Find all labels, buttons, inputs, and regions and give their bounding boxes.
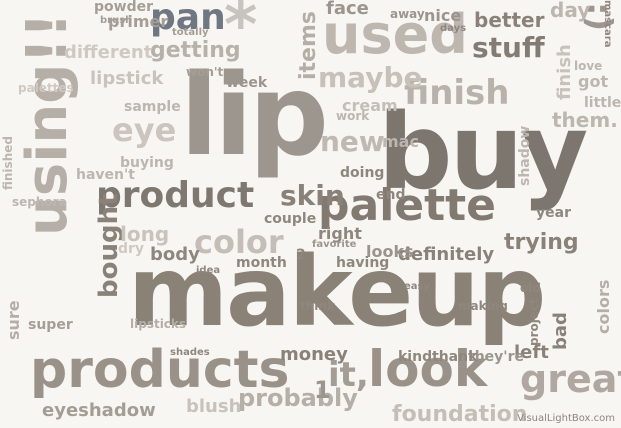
word-cream: cream (342, 96, 398, 115)
word-end: end (376, 187, 406, 203)
word-stuff: stuff (472, 31, 545, 64)
word-them: them. (552, 108, 618, 132)
word-powder: powder (94, 0, 153, 15)
word-got: got (578, 72, 609, 91)
word-project: project (527, 298, 541, 346)
word-probably: probably (238, 384, 358, 412)
word-star: * (224, 0, 258, 63)
word-great: great (520, 357, 621, 401)
word-palettes: palettes (18, 81, 74, 95)
word-making: making (458, 299, 508, 313)
word-sure: sure (4, 300, 23, 340)
word-getting: getting (150, 38, 241, 63)
word-wont: won't (186, 65, 224, 79)
word-new: new (320, 125, 385, 158)
word-eyeshadow: eyeshadow (42, 400, 156, 421)
word-little: little (584, 95, 621, 111)
word-right: right (318, 224, 362, 243)
word-shadow: shadow (517, 125, 533, 186)
word-super: super (28, 317, 73, 333)
word-kind: kind (398, 349, 433, 365)
word-long: long (120, 222, 170, 246)
word-different: different (64, 42, 153, 63)
word-work: work (336, 109, 370, 123)
word-skin: skin (280, 179, 345, 212)
word-love: love (574, 59, 603, 73)
word-finished: finished (1, 136, 15, 190)
word-away: away (390, 7, 425, 21)
word-it: it, (328, 355, 369, 395)
word-face: face (326, 0, 369, 19)
word-favorite: favorite (312, 239, 357, 250)
word-product: product (96, 175, 255, 216)
word-lipsticks: lipsticks (130, 317, 187, 331)
word-better: better (474, 8, 545, 32)
word-primer: primer (108, 12, 169, 31)
word-doing: doing (340, 165, 385, 181)
word-couple: couple (264, 211, 317, 227)
word-items: items (296, 11, 321, 80)
word-palette: palette (318, 180, 497, 231)
word-left: left (514, 342, 549, 363)
word-sample: sample (124, 99, 181, 115)
word-days: days (440, 23, 467, 34)
word-havent: haven't (76, 167, 135, 183)
word-money: money (280, 344, 348, 365)
word-mascara: mascara (602, 0, 613, 48)
word-products: products (30, 340, 290, 400)
word-week: week (226, 75, 268, 91)
word-theyre: they're (468, 349, 524, 365)
word-stuff-vertical: finish (554, 44, 575, 100)
word-lip: lip (180, 51, 329, 181)
word-one: 1 (314, 376, 331, 404)
watermark: VisualLightBox.com (517, 413, 615, 424)
word-look: look (368, 340, 488, 398)
word-bad: bad (550, 312, 571, 350)
word-buy: buy (378, 91, 588, 213)
word-two: 2 (296, 247, 306, 263)
word-foundation: foundation (392, 402, 528, 427)
word-brush: brush (100, 15, 133, 26)
word-think: think (300, 299, 335, 313)
word-having: having (336, 255, 390, 271)
word-pan: pan (150, 0, 226, 38)
word-color: color (194, 223, 284, 261)
word-eye: eye (112, 111, 177, 149)
word-body: body (150, 244, 200, 265)
word-sephora: sephora (12, 195, 67, 209)
word-blush: blush (186, 396, 242, 417)
word-old: old (520, 281, 541, 295)
word-totally: totally (172, 27, 209, 38)
word-mac: mac (382, 132, 419, 151)
word-thank: thank (432, 349, 478, 365)
word-easy: easy (404, 281, 431, 292)
word-lipstick: lipstick (90, 68, 164, 89)
word-buying: buying (120, 155, 174, 171)
word-finish: finish (404, 73, 510, 113)
word-idea: idea (196, 265, 221, 276)
word-shades: shades (170, 347, 210, 358)
word-trying: trying (504, 230, 579, 255)
word-makeup: makeup (128, 236, 546, 348)
word-colors: colors (594, 279, 613, 334)
word-nice: nice (424, 6, 462, 25)
word-year: year (536, 205, 571, 221)
word-month: month (236, 255, 287, 271)
word-maybe: maybe (318, 61, 423, 94)
word-day: day (550, 0, 591, 22)
word-dry: dry (118, 241, 145, 257)
word-definitely: definitely (398, 244, 495, 265)
word-looks: looks (366, 242, 414, 261)
word-used: used (322, 3, 468, 66)
